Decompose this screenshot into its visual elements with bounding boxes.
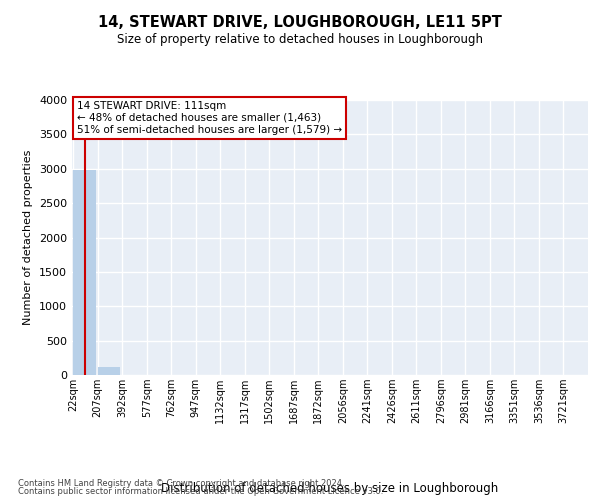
Text: Size of property relative to detached houses in Loughborough: Size of property relative to detached ho… bbox=[117, 32, 483, 46]
Bar bbox=[98, 367, 121, 375]
X-axis label: Distribution of detached houses by size in Loughborough: Distribution of detached houses by size … bbox=[161, 482, 499, 494]
Text: 14 STEWART DRIVE: 111sqm
← 48% of detached houses are smaller (1,463)
51% of sem: 14 STEWART DRIVE: 111sqm ← 48% of detach… bbox=[77, 102, 342, 134]
Y-axis label: Number of detached properties: Number of detached properties bbox=[23, 150, 34, 325]
Text: Contains public sector information licensed under the Open Government Licence v3: Contains public sector information licen… bbox=[18, 487, 383, 496]
Text: Contains HM Land Registry data © Crown copyright and database right 2024.: Contains HM Land Registry data © Crown c… bbox=[18, 478, 344, 488]
Bar bbox=[73, 170, 96, 375]
Text: 14, STEWART DRIVE, LOUGHBOROUGH, LE11 5PT: 14, STEWART DRIVE, LOUGHBOROUGH, LE11 5P… bbox=[98, 15, 502, 30]
